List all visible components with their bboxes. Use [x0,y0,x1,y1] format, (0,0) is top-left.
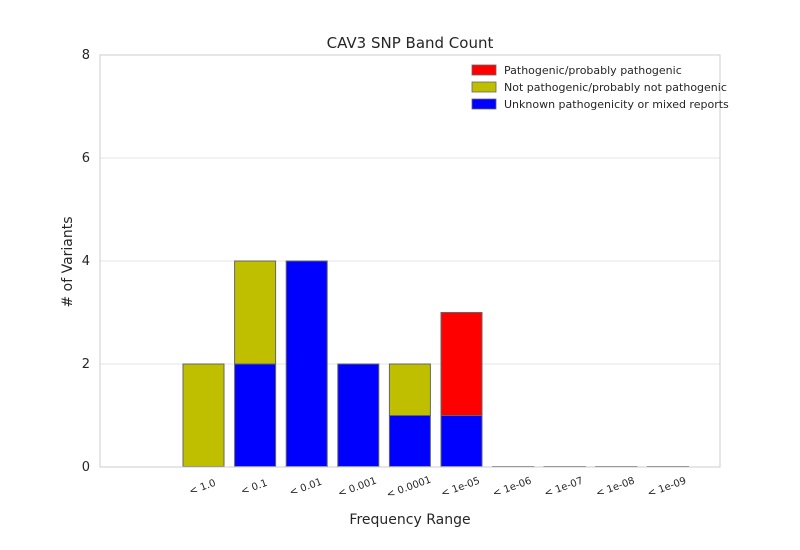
bar-unknown [388,415,431,468]
legend-label: Unknown pathogenicity or mixed reports [504,98,729,111]
legend-swatch [471,81,497,93]
legend-swatch [471,64,497,76]
legend-swatch [471,98,497,110]
bar-unknown [440,415,483,468]
y-tick-label: 8 [82,48,90,63]
bar-pathogenic [440,312,483,416]
legend: Pathogenic/probably pathogenic Not pathog… [471,64,729,111]
legend-label: Not pathogenic/probably not pathogenic [504,81,727,94]
x-axis-label: Frequency Range [349,512,470,528]
bars [182,260,689,468]
plot-frame [99,54,721,468]
y-axis-label: # of Variants [60,216,76,307]
legend-label: Pathogenic/probably pathogenic [504,64,682,77]
chart-title: CAV3 SNP Band Count [327,34,494,52]
bar-not-pathogenic [234,260,277,365]
y-tick-label: 6 [82,151,90,166]
y-tick-label: 4 [82,254,90,269]
y-tick-label: 2 [82,357,90,372]
y-tick-label: 0 [82,460,90,475]
bar-not-pathogenic [182,363,225,468]
bar-not-pathogenic [388,363,431,416]
bar-unknown [234,363,277,468]
bar-unknown [337,363,380,468]
bar-unknown [285,260,328,468]
y-tick-labels: 0 2 4 6 8 [82,48,90,475]
